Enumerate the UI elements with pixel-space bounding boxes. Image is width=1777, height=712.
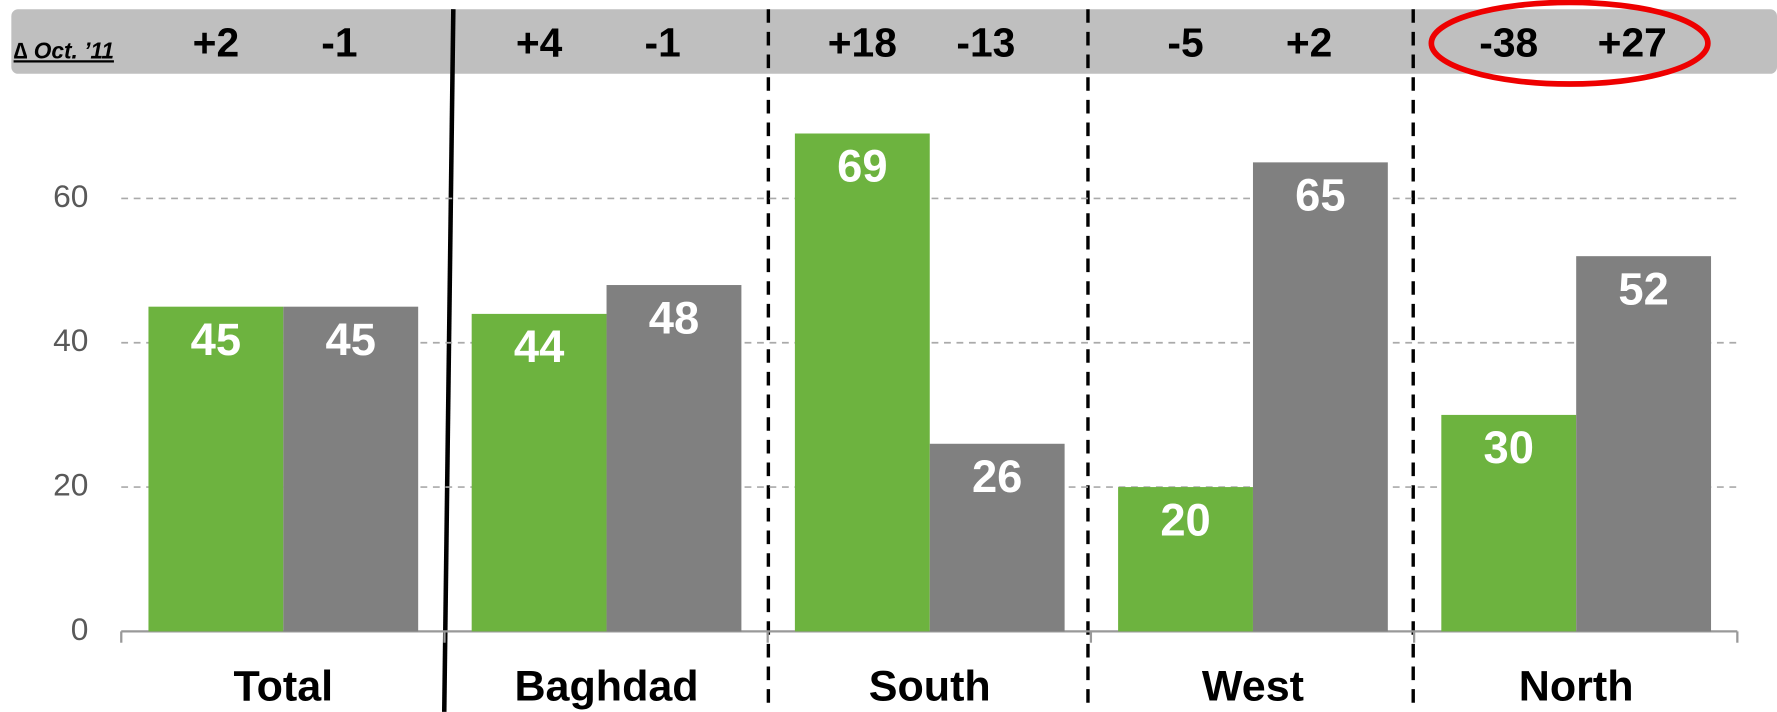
delta-value: +4 [516, 19, 563, 65]
y-tick-label: 40 [53, 322, 88, 358]
bar [148, 306, 284, 632]
bar [1441, 414, 1577, 632]
delta-value: -1 [645, 19, 681, 65]
delta-value: -1 [321, 19, 357, 65]
value-label: 65 [1295, 170, 1345, 221]
delta-value: +27 [1598, 19, 1667, 65]
value-label: 44 [514, 321, 564, 372]
bar [1118, 487, 1253, 632]
delta-value: -38 [1479, 19, 1538, 65]
value-label: 69 [837, 141, 887, 192]
y-tick-label: 20 [53, 466, 88, 502]
x-tick-label: South [869, 663, 991, 711]
bar [1252, 162, 1388, 632]
bar [606, 285, 742, 632]
delta-value: +2 [193, 19, 240, 65]
x-tick-label: Baghdad [514, 663, 698, 711]
y-tick-label: 60 [53, 178, 88, 214]
bar [471, 313, 607, 632]
y-tick-label: 0 [71, 611, 89, 647]
bar [1576, 256, 1712, 632]
delta-label: ∆ Oct. ’11 [14, 37, 114, 63]
value-label: 20 [1160, 494, 1210, 545]
value-label: 52 [1618, 263, 1668, 314]
separator [441, 9, 456, 712]
bar [929, 443, 1065, 632]
delta-value: -5 [1167, 19, 1203, 65]
bar [283, 306, 419, 632]
delta-value: -13 [956, 19, 1015, 65]
value-label: 30 [1484, 422, 1534, 473]
delta-value: +2 [1286, 19, 1333, 65]
bar [794, 133, 930, 632]
highlight-ellipse [1428, 0, 1711, 87]
value-label: 26 [972, 451, 1022, 502]
x-tick-label: West [1202, 663, 1304, 711]
value-label: 48 [649, 292, 699, 343]
x-tick-label: Total [234, 663, 334, 711]
delta-value: +18 [828, 19, 897, 65]
x-tick-label: North [1519, 663, 1634, 711]
value-label: 45 [191, 314, 241, 365]
value-label: 45 [326, 314, 376, 365]
